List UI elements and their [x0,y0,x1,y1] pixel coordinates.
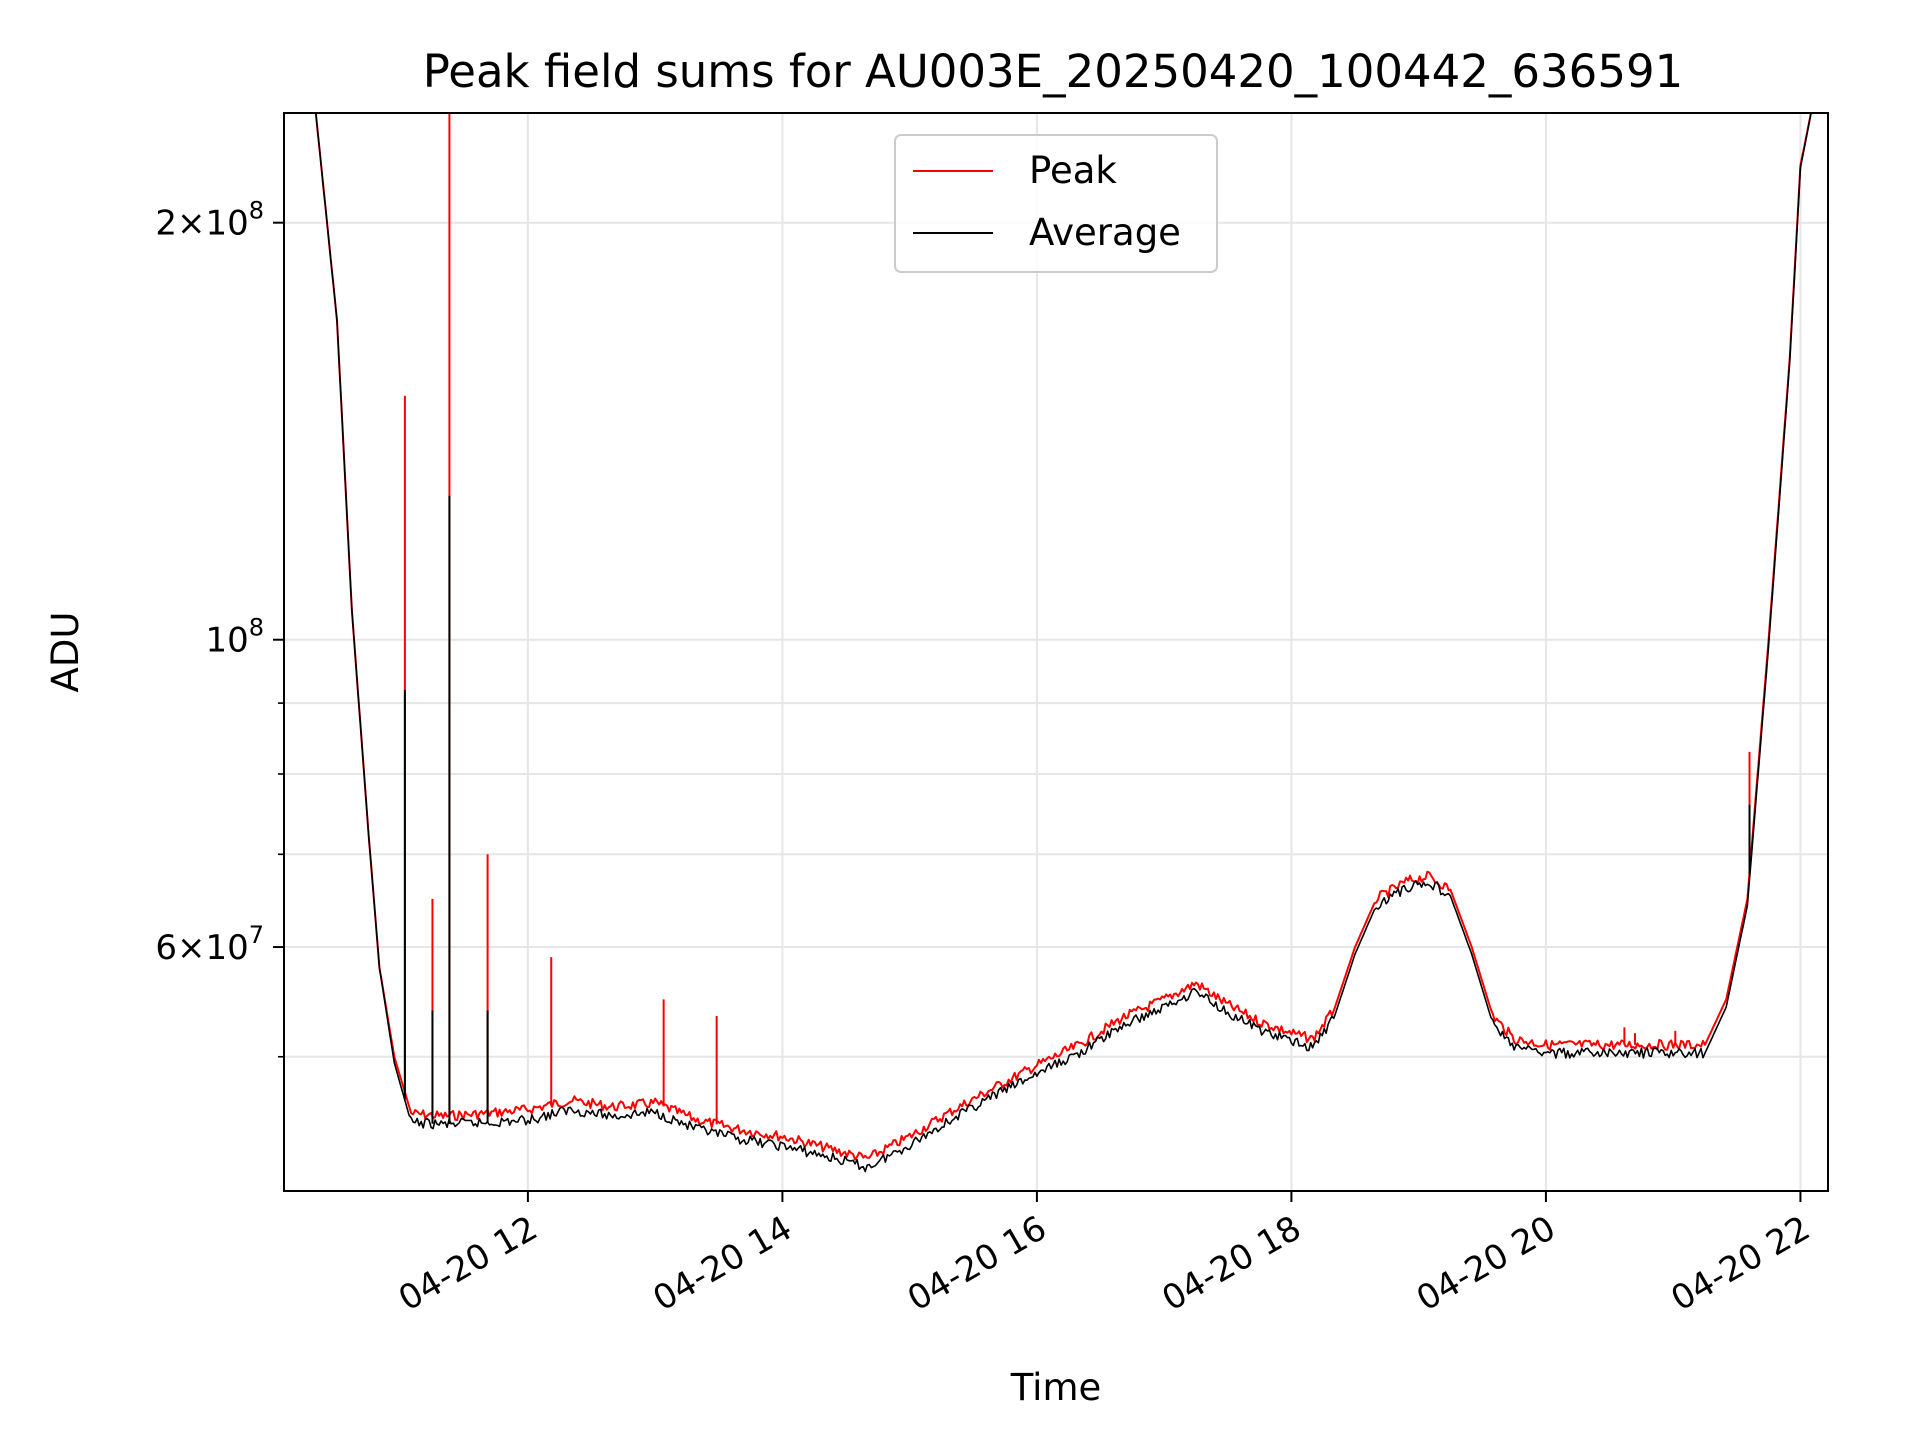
series-lines [284,113,1828,1173]
chart-title: Peak field sums for AU003E_20250420_1004… [423,45,1683,98]
series-peak-line [284,113,1828,1161]
series-average-line [284,113,1828,1173]
x-axis-label: Time [1010,1366,1102,1409]
legend-box [894,134,1218,273]
grid [284,113,1828,1191]
y-axis: 2×108 108 6×107 [155,197,284,1058]
legend: Peak Average [894,134,1218,273]
plot-frame [283,112,1829,1192]
y-tick-label: 2×108 [155,197,264,244]
y-axis-label: ADU [44,612,87,693]
legend-peak-label: Peak [1029,149,1117,192]
legend-average-label: Average [1029,211,1181,254]
y-tick-label: 6×107 [155,921,264,968]
plot-background [284,113,1828,1191]
y-tick-label: 108 [205,614,264,661]
series-average [284,113,1828,1173]
